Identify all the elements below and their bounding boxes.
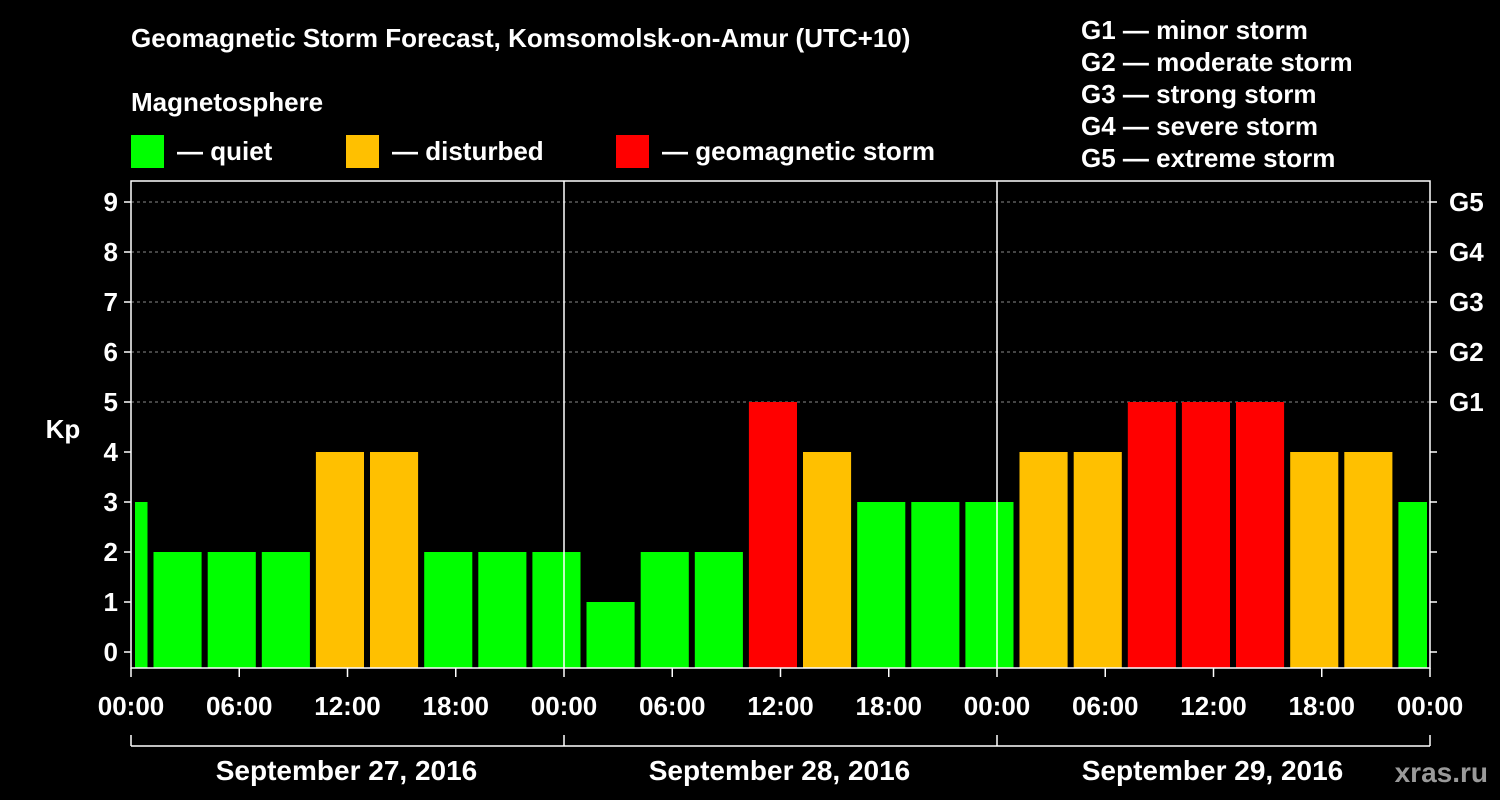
g-scale-item-g1: G1 — minor storm [1081,15,1308,45]
legend-swatch-disturbed [346,134,379,168]
kp-bar [532,552,581,668]
legend-item-storm: — geomagnetic storm [616,134,936,168]
kp-bar [261,552,310,668]
legend-swatch-quiet [131,134,164,168]
g-scale-item-g5: G5 — extreme storm [1081,143,1336,173]
y-tick-label: 0 [104,637,118,667]
kp-bar [1181,402,1230,668]
kp-bar [424,552,473,668]
kp-bar [478,552,527,668]
x-tick-label: 18:00 [423,691,490,721]
x-tick-label: 18:00 [1289,691,1356,721]
kp-bar [748,402,797,668]
site-watermark: xras.ru [1394,757,1488,788]
kp-bar [857,502,906,668]
y-tick-label: 1 [104,587,118,617]
legend-label-disturbed: — disturbed [392,135,544,166]
chart-axes [124,180,1437,747]
kp-bar [694,552,743,668]
x-tick-label: 00:00 [531,691,598,721]
kp-bar [207,552,256,668]
x-tick-label: 06:00 [1072,691,1139,721]
kp-bar [1236,402,1285,668]
legend-label-storm: — geomagnetic storm [662,135,936,166]
kp-bar [1398,502,1427,668]
kp-bar [1019,452,1068,668]
kp-bar [370,452,419,668]
legend-item-disturbed: — disturbed [346,134,544,168]
x-tick-label: 12:00 [747,691,814,721]
kp-bar [586,602,635,668]
chart-title: Geomagnetic Storm Forecast, Komsomolsk-o… [131,23,911,53]
kp-bars [135,402,1427,668]
day-label: September 28, 2016 [649,755,911,786]
y-tick-label: 4 [104,437,119,467]
grid-lines [131,201,1430,403]
x-tick-label: 12:00 [314,691,381,721]
y-tick-label: 3 [104,487,118,517]
x-tick-label: 00:00 [1397,691,1464,721]
y-tick-label: 2 [104,537,118,567]
kp-bar [1073,452,1122,668]
g-tick-label: G3 [1449,287,1484,317]
kp-bar [803,452,852,668]
x-tick-label: 18:00 [856,691,923,721]
g-scale-legend: G1 — minor storm G2 — moderate storm G3 … [1081,14,1353,174]
x-tick-label: 12:00 [1180,691,1247,721]
x-tick-label: 00:00 [98,691,165,721]
y-tick-label: 8 [104,237,118,267]
g-tick-label: G5 [1449,187,1484,217]
axis-labels: 0 1 2 3 4 5 6 7 8 9 G1 G2 G3 G4 G5 Kp 00:00 06:00 12:00 18:… [46,187,1485,786]
kp-bar [965,502,1014,668]
legend-label-quiet: — quiet [177,135,273,166]
g-tick-label: G4 [1449,237,1484,267]
y-tick-label: 7 [104,287,118,317]
x-tick-label: 06:00 [206,691,273,721]
legend-swatch-storm [616,134,649,168]
g-tick-label: G1 [1449,387,1484,417]
g-scale-item-g3: G3 — strong storm [1081,79,1317,109]
legend-item-quiet: — quiet [131,134,273,168]
kp-bar [1290,452,1339,668]
kp-bar [315,452,364,668]
y-tick-label: 6 [104,337,118,367]
x-tick-label: 06:00 [639,691,706,721]
y-tick-label: 9 [104,187,118,217]
kp-bar [1344,452,1393,668]
y-axis-label: Kp [46,414,81,444]
kp-bar [1127,402,1176,668]
y-tick-label: 5 [104,387,118,417]
x-tick-label: 00:00 [964,691,1031,721]
kp-bar [911,502,960,668]
magnetosphere-title: Magnetosphere [131,87,324,117]
kp-bar [640,552,689,668]
day-label: September 27, 2016 [216,755,478,786]
g-scale-item-g2: G2 — moderate storm [1081,47,1353,77]
g-tick-label: G2 [1449,337,1484,367]
day-label: September 29, 2016 [1082,755,1344,786]
kp-bar [153,552,202,668]
g-scale-item-g4: G4 — severe storm [1081,111,1319,141]
kp-bar [135,502,148,668]
